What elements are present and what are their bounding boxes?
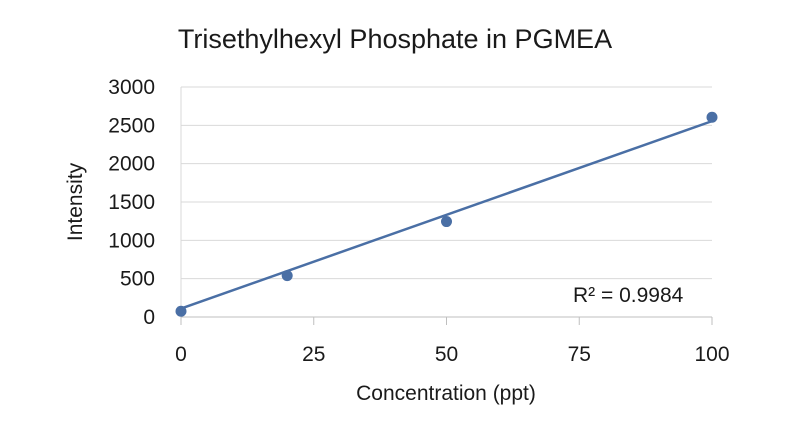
y-axis-label: Intensity xyxy=(64,162,87,241)
gridlines xyxy=(180,86,712,317)
y-tick-label: 1500 xyxy=(108,191,155,214)
x-tick-label: 50 xyxy=(435,343,458,366)
y-tick-label: 2000 xyxy=(108,153,155,176)
chart-title: Trisethylhexyl Phosphate in PGMEA xyxy=(178,24,612,54)
data-point xyxy=(175,305,187,317)
trendline xyxy=(180,119,713,310)
x-tick-label: 25 xyxy=(302,343,325,366)
y-tick-label: 500 xyxy=(120,268,155,291)
x-tick-labels: 0 25 50 75 100 xyxy=(175,317,730,366)
x-axis-label: Concentration (ppt) xyxy=(356,382,536,405)
y-tick-label: 1000 xyxy=(108,229,155,252)
y-tick-label: 0 xyxy=(143,306,155,329)
data-points xyxy=(175,111,718,317)
data-point xyxy=(281,270,293,282)
x-tick-label: 75 xyxy=(568,343,591,366)
r-squared-annotation: R² = 0.9984 xyxy=(573,284,684,307)
x-tick-label: 0 xyxy=(175,343,187,366)
y-tick-label: 3000 xyxy=(108,76,155,99)
x-tick-label: 100 xyxy=(694,343,729,366)
y-tick-label: 2500 xyxy=(108,114,155,137)
data-point xyxy=(706,111,718,123)
y-tick-labels: 0 500 1000 1500 2000 2500 3000 xyxy=(108,76,155,329)
data-point xyxy=(441,216,452,228)
